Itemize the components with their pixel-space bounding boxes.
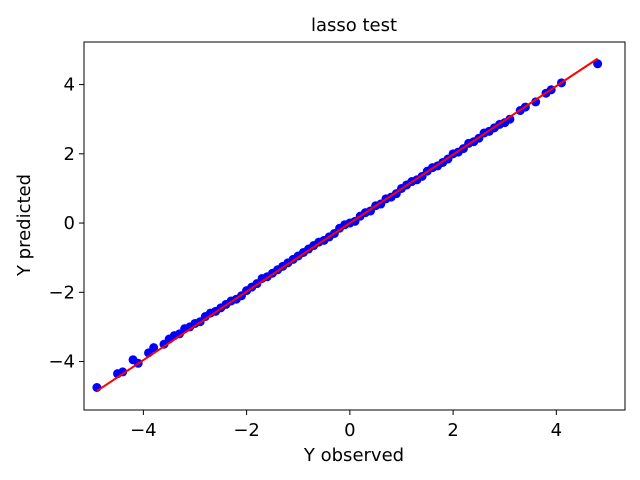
y-tick-label: 0 xyxy=(64,213,75,234)
data-point xyxy=(149,343,159,353)
plot-area: −4 −2 0 2 4 −4 −2 0 2 4 xyxy=(48,41,626,441)
chart-title: lasso test xyxy=(311,15,397,36)
data-point xyxy=(531,97,541,107)
axes-frame xyxy=(83,41,626,411)
x-tick-label: 2 xyxy=(447,420,458,441)
y-tick-label: −4 xyxy=(48,352,75,373)
fit-line xyxy=(96,57,599,392)
y-tick-label: 4 xyxy=(64,75,75,96)
x-tick-label: −4 xyxy=(130,420,157,441)
x-tick-label: −2 xyxy=(233,420,260,441)
x-tick-label: 0 xyxy=(344,420,355,441)
x-axis-title: Y observed xyxy=(303,445,404,466)
y-axis-title: Y predicted xyxy=(14,174,35,277)
data-point xyxy=(593,59,603,69)
x-tick-label: 4 xyxy=(551,420,562,441)
y-tick-label: 2 xyxy=(64,144,75,165)
y-tick-label: −2 xyxy=(48,282,75,303)
data-point xyxy=(505,114,515,124)
